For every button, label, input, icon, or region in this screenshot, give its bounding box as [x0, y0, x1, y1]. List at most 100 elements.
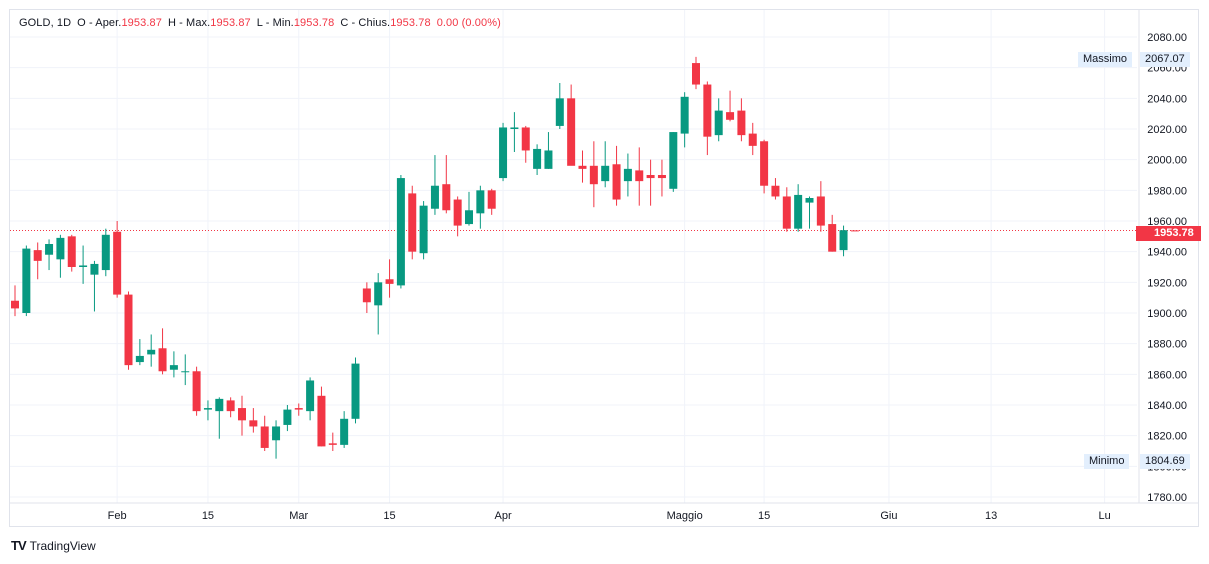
y-tick-label: 1960.00	[1147, 216, 1187, 228]
candle-body	[555, 98, 564, 126]
candle-body	[646, 175, 655, 179]
candle-body	[340, 418, 349, 445]
high-value-badge: 2067.07	[1140, 52, 1190, 67]
legend-interval: 1D	[56, 17, 72, 29]
x-tick-label: Lu	[1098, 510, 1110, 522]
candle-body	[487, 190, 496, 209]
x-tick-label: Maggio	[667, 510, 703, 522]
candle-body	[612, 164, 621, 200]
candle-body	[714, 110, 723, 136]
y-tick-label: 1820.00	[1147, 431, 1187, 443]
candle-body	[408, 193, 417, 252]
x-tick-label: 13	[985, 510, 997, 522]
candle-body	[317, 395, 326, 447]
candle-body	[181, 371, 190, 373]
candle-body	[737, 110, 746, 136]
candle-body	[124, 294, 133, 366]
candle-body	[101, 234, 110, 271]
legend-low-label: L - Min.	[256, 17, 294, 29]
candle-body	[692, 63, 700, 85]
candle-body	[805, 198, 814, 203]
low-value-badge: 1804.69	[1140, 454, 1190, 469]
candle-body	[79, 265, 88, 267]
candle-body	[192, 371, 201, 412]
candle-body	[272, 426, 281, 441]
legend-low-value: 1953.78	[293, 17, 335, 29]
legend-open-label: O - Aper.	[77, 17, 122, 29]
low-label-badge: Minimo	[1084, 454, 1130, 469]
candle-body	[771, 185, 780, 197]
x-tick-label: Feb	[108, 510, 127, 522]
x-tick-label: Apr	[494, 510, 511, 522]
candle-body	[67, 236, 76, 267]
candle-body	[726, 112, 735, 120]
tradingview-logo: TV	[11, 538, 27, 553]
candle-body	[430, 185, 439, 209]
candle-body	[22, 248, 31, 313]
candle-body	[703, 84, 712, 137]
candle-body	[158, 348, 167, 372]
x-tick-label: 15	[383, 510, 395, 522]
candle-body	[816, 196, 825, 226]
y-tick-label: 1840.00	[1147, 400, 1187, 412]
candle-body	[113, 231, 122, 295]
candle-body	[374, 282, 383, 306]
candle-body	[589, 165, 598, 185]
candle-body	[238, 408, 246, 421]
candle-body	[442, 184, 451, 211]
candle-body	[510, 127, 519, 129]
candle-body	[396, 178, 405, 286]
candle-body	[385, 279, 394, 284]
candle-body	[135, 355, 144, 363]
candle-body	[419, 205, 428, 254]
candle-body	[760, 141, 769, 186]
candle-body	[533, 148, 542, 169]
candle-body	[839, 230, 848, 251]
candle-body	[226, 400, 235, 412]
candle-body	[748, 133, 757, 146]
candle-body	[328, 443, 337, 445]
candle-body	[147, 349, 156, 355]
candle-body	[283, 409, 292, 425]
candle-body	[169, 365, 178, 370]
candle-body	[578, 165, 587, 169]
legend-symbol: GOLD	[19, 17, 51, 29]
candle-body	[351, 363, 360, 419]
candle-body	[850, 230, 859, 232]
candle-body	[260, 426, 269, 448]
candle-body	[90, 263, 99, 275]
candle-body	[11, 300, 19, 309]
candle-body	[499, 127, 508, 179]
candle-body	[669, 132, 678, 189]
legend-close-label: C - Chius.	[340, 17, 391, 29]
ohlc-legend: GOLD, 1D O - Aper.1953.87 H - Max.1953.87 L…	[19, 17, 501, 29]
candle-body	[521, 127, 530, 151]
y-tick-label: 1780.00	[1147, 492, 1187, 504]
y-tick-label: 1980.00	[1147, 185, 1187, 197]
candle-body	[294, 408, 303, 410]
high-label-badge: Massimo	[1078, 52, 1133, 67]
candle-body	[544, 150, 553, 169]
candle-body	[657, 175, 666, 179]
y-tick-label: 2000.00	[1147, 155, 1187, 167]
tradingview-brand[interactable]: TV TradingView	[11, 538, 96, 553]
candle-body	[635, 170, 644, 182]
candle-body	[362, 288, 371, 303]
candle-body	[33, 250, 42, 261]
candle-body	[45, 244, 54, 255]
candle-body	[601, 165, 610, 182]
candle-body	[567, 98, 576, 166]
x-tick-label: 15	[758, 510, 770, 522]
candle-body	[782, 196, 791, 229]
y-tick-label: 2080.00	[1147, 32, 1187, 44]
chart-frame[interactable]	[9, 9, 1199, 527]
candle-body	[249, 420, 258, 427]
candle-body	[203, 408, 212, 410]
candle-body	[465, 210, 473, 225]
y-tick-label: 1920.00	[1147, 277, 1187, 289]
y-tick-label: 1900.00	[1147, 308, 1187, 320]
x-tick-label: 15	[202, 510, 214, 522]
candle-body	[56, 237, 65, 260]
candle-body	[623, 168, 632, 182]
